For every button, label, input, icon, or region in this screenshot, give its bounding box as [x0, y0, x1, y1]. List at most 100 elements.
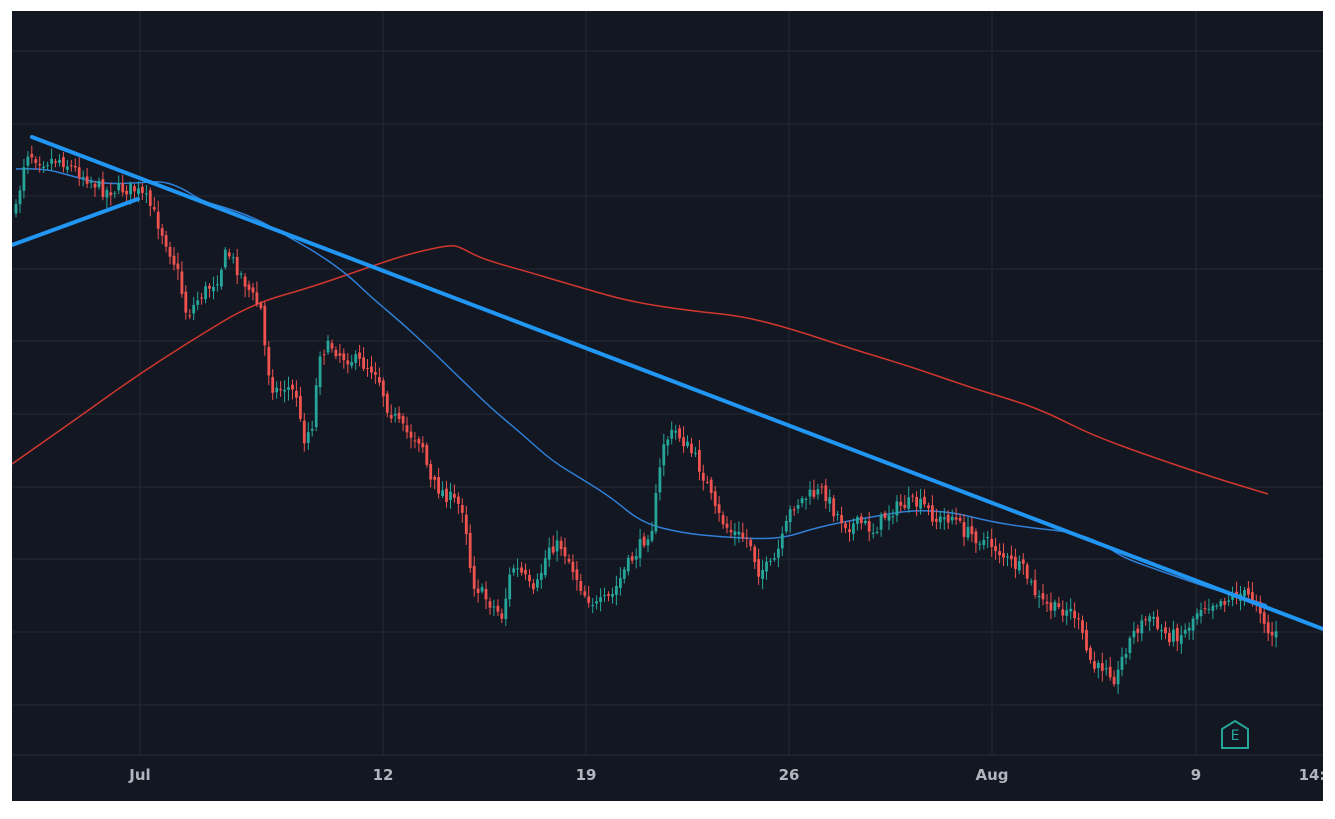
- candle[interactable]: [472, 556, 476, 597]
- candle[interactable]: [468, 524, 472, 573]
- candle[interactable]: [891, 509, 895, 525]
- candle[interactable]: [445, 480, 448, 508]
- candle[interactable]: [607, 591, 610, 602]
- candle[interactable]: [287, 376, 290, 401]
- candle[interactable]: [986, 531, 990, 549]
- candle[interactable]: [512, 564, 516, 576]
- candle[interactable]: [970, 517, 974, 543]
- candle[interactable]: [1199, 602, 1203, 624]
- candle[interactable]: [417, 436, 421, 453]
- candle[interactable]: [1223, 597, 1227, 613]
- candle[interactable]: [457, 492, 460, 514]
- candle[interactable]: [437, 468, 440, 499]
- candle[interactable]: [994, 537, 997, 560]
- candle[interactable]: [156, 200, 160, 240]
- candle[interactable]: [887, 505, 891, 530]
- candle[interactable]: [662, 433, 666, 477]
- candle[interactable]: [306, 422, 310, 450]
- candle[interactable]: [559, 536, 563, 556]
- candle[interactable]: [271, 369, 275, 400]
- candle[interactable]: [464, 505, 468, 545]
- candle[interactable]: [777, 539, 780, 568]
- candle[interactable]: [946, 510, 950, 530]
- candle[interactable]: [1120, 647, 1124, 677]
- candle[interactable]: [200, 292, 203, 305]
- candle[interactable]: [145, 185, 148, 203]
- candle[interactable]: [962, 514, 966, 547]
- candle[interactable]: [370, 356, 373, 379]
- candle[interactable]: [899, 494, 903, 513]
- candle[interactable]: [543, 550, 547, 579]
- candle[interactable]: [780, 526, 784, 557]
- candle[interactable]: [385, 390, 389, 418]
- trendlines[interactable]: [12, 135, 1323, 631]
- descending-trendline[interactable]: [30, 135, 1323, 631]
- candle[interactable]: [840, 506, 843, 533]
- candle[interactable]: [812, 479, 816, 500]
- candle[interactable]: [749, 537, 753, 551]
- candle[interactable]: [737, 521, 741, 543]
- candle[interactable]: [938, 511, 942, 529]
- candle[interactable]: [1168, 627, 1171, 647]
- candle[interactable]: [97, 177, 101, 190]
- candle[interactable]: [792, 506, 796, 516]
- candle[interactable]: [1207, 598, 1211, 614]
- candle[interactable]: [536, 573, 539, 592]
- candle[interactable]: [453, 484, 456, 503]
- candle[interactable]: [709, 477, 713, 500]
- candle[interactable]: [674, 424, 678, 440]
- candle[interactable]: [89, 176, 93, 189]
- candle[interactable]: [346, 353, 350, 374]
- candle[interactable]: [208, 283, 211, 298]
- candle[interactable]: [773, 552, 776, 562]
- candlestick-chart[interactable]: Jul 12 19 26 Aug 9 14:: [12, 11, 1323, 801]
- candle[interactable]: [1136, 624, 1140, 642]
- candle[interactable]: [579, 573, 583, 595]
- candle[interactable]: [484, 581, 488, 609]
- candle[interactable]: [520, 561, 523, 576]
- candle[interactable]: [152, 197, 156, 212]
- candle[interactable]: [121, 174, 125, 197]
- candle[interactable]: [575, 561, 579, 591]
- candle[interactable]: [1274, 620, 1278, 648]
- candle[interactable]: [247, 280, 251, 298]
- candle[interactable]: [1247, 581, 1250, 602]
- candle[interactable]: [958, 513, 962, 524]
- candle[interactable]: [409, 424, 413, 449]
- candle[interactable]: [66, 159, 69, 174]
- candle[interactable]: [619, 567, 622, 596]
- candle[interactable]: [338, 344, 342, 363]
- candle[interactable]: [911, 493, 915, 503]
- candle[interactable]: [694, 446, 697, 457]
- candle[interactable]: [58, 154, 61, 167]
- candle[interactable]: [856, 515, 859, 531]
- candle[interactable]: [603, 587, 606, 602]
- candle[interactable]: [350, 354, 354, 369]
- candle[interactable]: [1164, 621, 1167, 640]
- candle[interactable]: [725, 516, 729, 534]
- candle[interactable]: [1029, 578, 1033, 586]
- candle[interactable]: [433, 474, 437, 490]
- candle[interactable]: [141, 182, 144, 200]
- candle[interactable]: [381, 377, 385, 407]
- candle[interactable]: [990, 528, 994, 557]
- candle[interactable]: [599, 588, 602, 612]
- candle[interactable]: [686, 435, 689, 449]
- candle[interactable]: [425, 442, 429, 468]
- candle[interactable]: [923, 489, 926, 508]
- candle[interactable]: [405, 416, 409, 439]
- candle[interactable]: [848, 520, 851, 542]
- candle[interactable]: [1160, 624, 1163, 640]
- candle[interactable]: [14, 199, 18, 218]
- candle[interactable]: [1148, 613, 1152, 631]
- candle[interactable]: [449, 482, 452, 509]
- candle[interactable]: [1017, 555, 1021, 575]
- candle[interactable]: [421, 436, 425, 453]
- candle[interactable]: [389, 404, 393, 423]
- candle[interactable]: [721, 511, 725, 529]
- candle[interactable]: [1069, 598, 1073, 620]
- candle[interactable]: [1270, 621, 1274, 647]
- candle[interactable]: [397, 406, 401, 423]
- candle[interactable]: [105, 186, 109, 208]
- candle[interactable]: [227, 248, 231, 260]
